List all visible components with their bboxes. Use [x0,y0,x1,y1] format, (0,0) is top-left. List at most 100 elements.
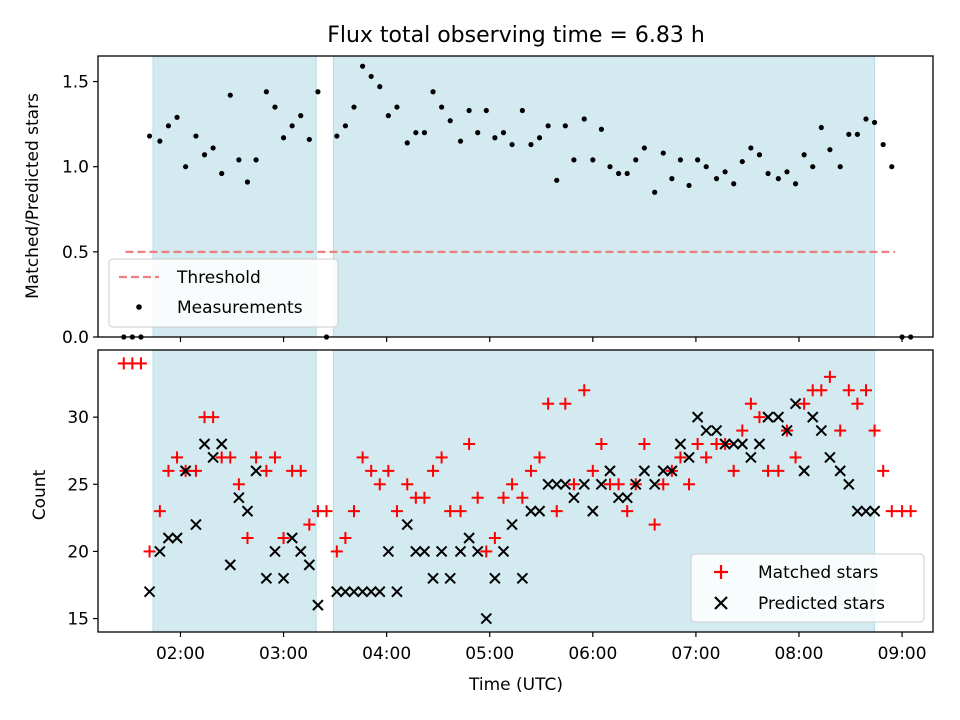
measurement-point [880,141,886,148]
measurement-point [652,189,658,195]
measurement-point [801,152,807,158]
bottom-y-tick-label: 30 [67,408,89,428]
top-panel: 0.0 0.5 1.0 1.5 Matched/Predicted stars Thr… [23,55,934,348]
predicted-star-point-b [260,572,273,584]
bottom-y-axis-label: Count [30,469,50,520]
predicted-star-point [410,545,422,558]
predicted-star-point-b [525,505,537,517]
matched-star-point [868,424,881,437]
matched-star-point [373,478,386,491]
predicted-star-point [154,545,166,558]
measurement-point [183,164,189,170]
matched-star-point [401,478,414,491]
predicted-star-point-b [683,451,695,464]
predicted-star-point [843,478,855,490]
matched-star-point [454,505,467,518]
measurement-point [359,63,366,69]
predicted-star-point-b [269,545,281,558]
predicted-star-point-b [516,572,529,584]
x-tick-label: 09:00 [878,644,927,664]
measurement-point [298,113,304,119]
predicted-star-point [516,572,529,584]
measurement-point [263,89,269,95]
predicted-star-point-b [250,465,262,477]
predicted-star-point [666,465,678,477]
predicted-star-point [834,465,846,477]
legend-threshold-label: Threshold [176,268,261,288]
matched-star-point [683,478,696,491]
predicted-star-point-b [286,532,298,544]
matched-star-point [153,505,166,518]
matched-star-point [339,532,352,544]
x-tick-label: 08:00 [774,644,823,664]
predicted-star-point-b [612,492,625,504]
predicted-star-point [198,438,211,450]
predicted-star-point [860,505,872,517]
top-legend-box [108,258,339,328]
measurement-point [739,158,745,165]
predicted-star-point [241,505,254,517]
measurement-point [236,157,242,163]
matched-star-point [578,384,591,397]
predicted-star-point-b [578,478,590,490]
predicted-star-point-b [807,411,819,423]
predicted-star-point-b [798,465,810,477]
x-tick-label: 06:00 [568,644,617,664]
predicted-star-point-b [162,532,175,544]
predicted-star-point [374,586,386,598]
predicted-star-point-b [215,438,228,450]
predicted-star-point-b [542,478,554,490]
predicted-star-point-b [480,612,492,625]
predicted-star-point-b [674,438,687,450]
predicted-star-point-b [190,518,202,531]
predicted-star-point [444,572,456,584]
predicted-star-point [727,438,740,450]
predicted-star-point-b [339,586,352,598]
legend-predicted-label: Predicted stars [758,594,885,614]
predicted-star-point-b [815,424,828,437]
matched-star-point [435,451,448,464]
predicted-star-point-b [551,478,563,490]
predicted-star-point-b [638,465,651,477]
matched-star-point [294,464,307,477]
predicted-star-point-b [630,478,642,490]
measurement-point [571,157,577,163]
predicted-star-point-b [356,586,369,598]
top-axis-ticks: 0.0 0.5 1.0 1.5 [62,73,903,348]
matched-star-point [241,532,254,544]
matched-star-point [444,505,457,518]
predicted-star-point [480,612,492,625]
bottom-legend: Matched stars Predicted stars [690,553,925,623]
predicted-star-point [762,411,774,423]
predicted-star-point [418,545,431,558]
top-legend: Threshold Measurements [108,258,339,328]
measurement-point [765,170,771,177]
measurement-point [562,123,568,129]
measurement-point [748,145,754,151]
measurement-point [439,104,445,110]
count-points [117,357,917,625]
predicted-star-point-b [224,559,237,571]
bottom-shaded-intervals [152,349,876,633]
predicted-star-point-b [843,478,855,490]
matched-star-point [365,464,378,477]
predicted-star-point-b [401,518,413,531]
predicted-star-point-b [303,559,316,571]
matched-star-point [657,478,670,491]
predicted-star-point [542,478,554,490]
measurement-point [854,131,861,137]
predicted-star-point [604,465,616,477]
predicted-star-point [587,505,599,517]
matched-star-point [823,370,836,383]
predicted-star-point [162,532,175,544]
predicted-star-point-b [736,438,748,450]
measurement-point [695,157,701,163]
chart-title: Flux total observing time = 6.83 h [327,23,705,48]
measurement-point [810,164,816,170]
predicted-star-point-b [868,505,881,517]
predicted-star-point [719,438,731,450]
matched-star-point [638,438,651,450]
matched-star-point [798,397,811,410]
matched-star-point [382,464,395,477]
matched-star-point [621,505,634,518]
